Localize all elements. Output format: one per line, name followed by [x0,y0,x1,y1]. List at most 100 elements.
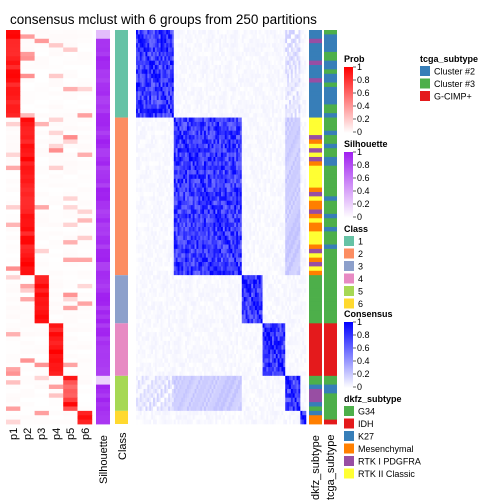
consensus-cell [281,113,284,118]
consensus-cell [183,73,186,79]
consensus-cell [241,113,244,118]
consensus-cell [153,209,156,215]
consensus-cell [211,73,214,79]
consensus-cell [251,156,254,162]
prob-cell [34,240,50,245]
consensus-cell [200,56,203,61]
consensus-cell [300,205,303,210]
consensus-cell [260,108,263,114]
consensus-cell [264,43,267,48]
consensus-cell [268,152,271,158]
consensus-cell [239,130,243,136]
consensus-cell [170,47,173,53]
consensus-cell [222,178,226,184]
consensus-cell [219,108,222,114]
consensus-cell [188,78,192,83]
consensus-cell [302,170,305,175]
consensus-cell [275,227,278,232]
prob-cell [48,135,64,140]
silhouette-cell [96,200,110,206]
consensus-cell [188,231,192,237]
prob-cell [77,323,93,329]
consensus-cell [258,187,261,193]
consensus-cell [139,183,142,188]
consensus-cell [247,178,250,184]
consensus-cell [170,205,173,210]
consensus-cell [300,95,303,101]
consensus-cell [202,187,205,193]
consensus-cell [256,34,260,40]
consensus-cell [190,82,193,88]
consensus-cell [238,51,241,57]
prob-cell [20,69,35,75]
consensus-cell [156,56,159,61]
consensus-cell [188,218,192,223]
consensus-cell [158,200,161,206]
consensus-cell [137,135,141,140]
consensus-cell [247,174,250,180]
prob-cell [63,393,78,399]
consensus-cell [166,200,169,206]
consensus-cell [168,108,171,114]
consensus-cell [205,130,209,136]
consensus-cell [190,78,193,83]
consensus-cell [149,240,152,245]
consensus-cell [230,148,233,153]
prob-cell [20,297,35,302]
consensus-cell [226,100,229,105]
consensus-cell [192,38,195,44]
consensus-cell [183,196,186,202]
consensus-cell [183,104,186,110]
consensus-cell [222,135,226,140]
consensus-cell [158,218,161,223]
silhouette-cell [96,248,110,254]
prob-cell [20,371,35,377]
consensus-cell [247,231,250,237]
consensus-cell [285,91,288,96]
prob-cell [34,244,50,250]
consensus-cell [154,227,158,232]
prob-cell [20,283,35,289]
consensus-cell [256,183,260,188]
consensus-cell [183,30,186,35]
consensus-cell [300,213,303,219]
consensus-cell [298,200,301,206]
consensus-cell [243,100,246,105]
consensus-cell [175,170,178,175]
consensus-cell [196,191,199,197]
prob-cell [6,143,21,149]
consensus-cell [239,148,243,153]
prob-cell [6,104,21,110]
consensus-cell [258,196,261,202]
prob-cell [48,410,64,416]
consensus-cell [170,183,173,188]
consensus-cell [136,235,139,241]
consensus-cell [171,130,175,136]
consensus-cell [175,135,178,140]
consensus-cell [292,121,295,127]
consensus-cell [162,139,165,145]
consensus-cell [294,51,297,57]
prob-cell [34,415,50,421]
consensus-cell [145,82,148,88]
consensus-cell [177,30,180,35]
prob-cell [34,362,50,368]
consensus-cell [198,187,201,193]
class-cell [115,323,128,376]
consensus-cell [260,126,263,131]
prob-cell [20,191,35,197]
consensus-cell [228,135,231,140]
consensus-cell [304,213,307,219]
consensus-cell [207,91,210,96]
consensus-cell [164,86,167,92]
prob-cell [63,86,78,92]
consensus-cell [209,121,212,127]
consensus-cell [151,65,154,70]
consensus-cell [255,121,258,127]
consensus-cell [264,51,267,57]
consensus-cell [190,130,193,136]
consensus-cell [145,235,148,241]
consensus-cell [234,209,237,215]
prob-cell [6,227,21,232]
consensus-cell [179,218,182,223]
